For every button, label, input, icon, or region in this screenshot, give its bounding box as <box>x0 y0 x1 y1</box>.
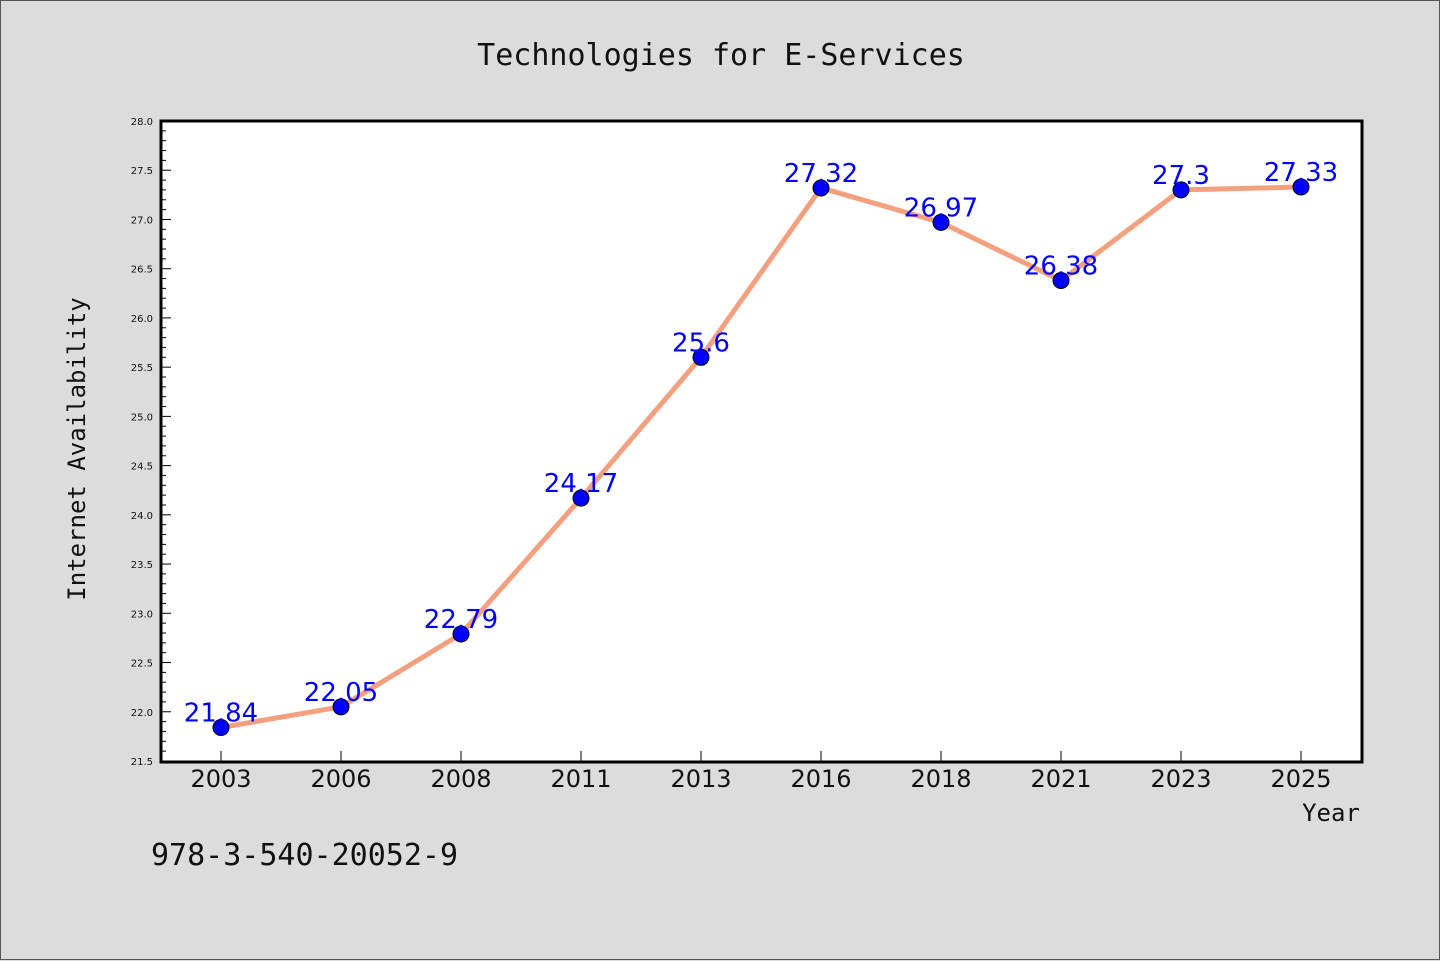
data-label: 22.05 <box>304 678 378 708</box>
data-point <box>452 625 470 643</box>
data-label: 26.97 <box>904 193 978 223</box>
y-tick-label: 21.5 <box>131 757 153 768</box>
data-point <box>332 698 350 716</box>
y-tick-label: 23.0 <box>131 609 153 620</box>
data-label: 27.32 <box>784 159 858 189</box>
data-label: 27.3 <box>1152 161 1210 191</box>
plot-area <box>159 119 1364 764</box>
x-tick-label: 2021 <box>1030 765 1091 793</box>
x-tick-label: 2016 <box>790 765 851 793</box>
y-tick-label: 26.0 <box>131 314 153 325</box>
data-point <box>812 179 830 197</box>
y-tick-label: 24.5 <box>131 462 153 473</box>
y-tick-label: 27.5 <box>131 166 153 177</box>
y-tick-label: 28.0 <box>131 117 153 128</box>
y-tick-label: 24.0 <box>131 511 153 522</box>
data-point <box>572 489 590 507</box>
data-point <box>1172 181 1190 199</box>
x-axis: 2003 2006 2008 2011 2013 2016 2018 2021 2023 2025 <box>190 751 1332 793</box>
data-point <box>212 719 230 737</box>
data-point <box>1052 272 1070 290</box>
x-tick-label: 2008 <box>430 765 491 793</box>
data-point <box>1292 178 1310 196</box>
series-line: 21.84 22.05 22.79 24.17 25.6 27.32 26.97 26.38 2… <box>184 158 1338 737</box>
y-tick-label: 26.5 <box>131 265 153 276</box>
y-tick-label: 22.0 <box>131 708 153 719</box>
chart-title: Technologies for E-Services <box>477 38 965 73</box>
x-tick-label: 2006 <box>310 765 371 793</box>
data-label: 21.84 <box>184 699 258 729</box>
y-axis-label: Internet Availability <box>63 297 91 600</box>
data-point <box>932 213 950 231</box>
x-tick-label: 2003 <box>190 765 251 793</box>
data-label: 24.17 <box>544 469 618 499</box>
x-tick-label: 2013 <box>670 765 731 793</box>
isbn-footnote: 978-3-540-20052-9 <box>151 838 458 873</box>
y-tick-label: 22.5 <box>131 659 153 670</box>
x-tick-label: 2025 <box>1270 765 1331 793</box>
y-tick-label: 25.5 <box>131 363 153 374</box>
x-tick-label: 2018 <box>910 765 971 793</box>
y-tick-label: 23.5 <box>131 560 153 571</box>
series-polyline <box>218 184 1304 731</box>
y-axis: 21.5 22.0 22.5 23.0 23.5 24.0 24.5 25.0 25.5 26.0… <box>131 117 171 768</box>
y-tick-label: 25.0 <box>131 412 153 423</box>
x-tick-label: 2023 <box>1150 765 1211 793</box>
data-label: 22.79 <box>424 605 498 635</box>
data-point <box>692 348 710 366</box>
x-axis-label: Year <box>1302 799 1360 827</box>
data-label: 26.38 <box>1024 252 1098 282</box>
data-label: 25.6 <box>672 328 730 358</box>
data-label: 27.33 <box>1264 158 1338 188</box>
x-tick-label: 2011 <box>550 765 611 793</box>
y-tick-label: 27.0 <box>131 215 153 226</box>
